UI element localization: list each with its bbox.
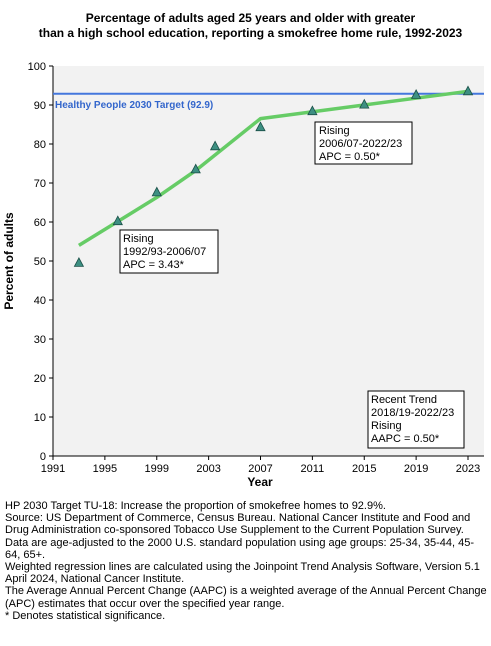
chart-title-line: Percentage of adults aged 25 years and o… bbox=[85, 11, 416, 25]
data-point-marker bbox=[73, 257, 85, 267]
annotation-line: Rising bbox=[371, 420, 402, 432]
chart-title: Percentage of adults aged 25 years and o… bbox=[30, 11, 471, 41]
annotation-segment-2: Rising 2006/07-2022/23 APC = 0.50* bbox=[314, 121, 413, 165]
annotation-line: APC = 0.50* bbox=[319, 151, 381, 163]
annotation-line: 1992/93-2006/07 bbox=[123, 246, 206, 258]
x-tick-label: 1991 bbox=[41, 463, 65, 475]
data-point-marker bbox=[410, 89, 422, 99]
data-point-marker bbox=[462, 85, 474, 96]
y-tick-label: 60 bbox=[34, 217, 46, 229]
data-markers bbox=[73, 85, 474, 267]
y-axis-title: Percent of adults bbox=[2, 212, 16, 310]
footnote: Weighted regression lines are calculated… bbox=[5, 561, 480, 586]
target-label: Healthy People 2030 Target (92.9) bbox=[55, 100, 213, 111]
y-tick-label: 10 bbox=[34, 412, 46, 424]
y-tick-label: 70 bbox=[34, 178, 46, 190]
annotation-line: APC = 3.43* bbox=[123, 259, 185, 271]
y-tick-label: 0 bbox=[40, 451, 46, 463]
y-axis-ticks: 0 10 20 30 40 50 60 70 80 90 100 bbox=[28, 61, 53, 463]
annotation-line: Rising bbox=[319, 125, 350, 137]
footnote: HP 2030 Target TU-18: Increase the propo… bbox=[5, 500, 386, 512]
y-tick-label: 30 bbox=[34, 334, 46, 346]
annotation-line: AAPC = 0.50* bbox=[371, 433, 440, 445]
y-tick-label: 80 bbox=[34, 139, 46, 151]
x-tick-label: 2015 bbox=[352, 463, 376, 475]
footnote: Source: US Department of Commerce, Censu… bbox=[5, 512, 471, 537]
annotation-line: 2018/19-2022/23 bbox=[371, 407, 454, 419]
annotation-box bbox=[367, 390, 465, 449]
chart-title-line: than a high school education, reporting … bbox=[38, 26, 463, 40]
annotation-line: Recent Trend bbox=[371, 394, 437, 406]
y-tick-label: 90 bbox=[34, 100, 46, 112]
annotation-box bbox=[314, 121, 413, 165]
data-point-marker bbox=[209, 140, 221, 151]
x-tick-label: 2007 bbox=[248, 463, 272, 475]
x-tick-label: 2003 bbox=[196, 463, 220, 475]
y-tick-label: 20 bbox=[34, 373, 46, 385]
footnote: Data are age-adjusted to the 2000 U.S. s… bbox=[5, 536, 475, 561]
data-point-marker bbox=[190, 163, 201, 174]
chart: 0 10 20 30 40 50 60 70 80 90 100 1991 1995 1999 2003 2… bbox=[2, 61, 484, 489]
x-axis-ticks: 1991 1995 1999 2003 2007 2011 2015 2019 2023 bbox=[41, 456, 480, 475]
annotation-line: Rising bbox=[123, 233, 154, 245]
footnotes: HP 2030 Target TU-18: Increase the propo… bbox=[5, 500, 489, 622]
x-tick-label: 2019 bbox=[404, 463, 428, 475]
data-point-marker bbox=[151, 186, 162, 197]
annotation-box bbox=[119, 229, 219, 274]
x-tick-label: 2011 bbox=[301, 463, 325, 475]
footnote: The Average Annual Percent Change (AAPC)… bbox=[5, 585, 487, 610]
x-axis-title: Year bbox=[247, 475, 273, 489]
x-tick-label: 1999 bbox=[145, 463, 169, 475]
x-tick-label: 2023 bbox=[456, 463, 480, 475]
y-tick-label: 40 bbox=[34, 295, 46, 307]
annotation-recent-trend: Recent Trend 2018/19-2022/23 Rising AAPC… bbox=[367, 390, 465, 449]
data-point-marker bbox=[255, 121, 266, 132]
y-tick-label: 50 bbox=[34, 256, 46, 268]
annotation-line: 2006/07-2022/23 bbox=[319, 138, 402, 150]
y-tick-label: 100 bbox=[28, 61, 46, 73]
data-point-marker bbox=[359, 98, 370, 109]
x-tick-label: 1995 bbox=[93, 463, 117, 475]
data-point-marker bbox=[307, 105, 318, 116]
footnote: * Denotes statistical significance. bbox=[5, 609, 166, 622]
annotation-segment-1: Rising 1992/93-2006/07 APC = 3.43* bbox=[119, 229, 219, 274]
data-point-marker bbox=[112, 215, 123, 226]
